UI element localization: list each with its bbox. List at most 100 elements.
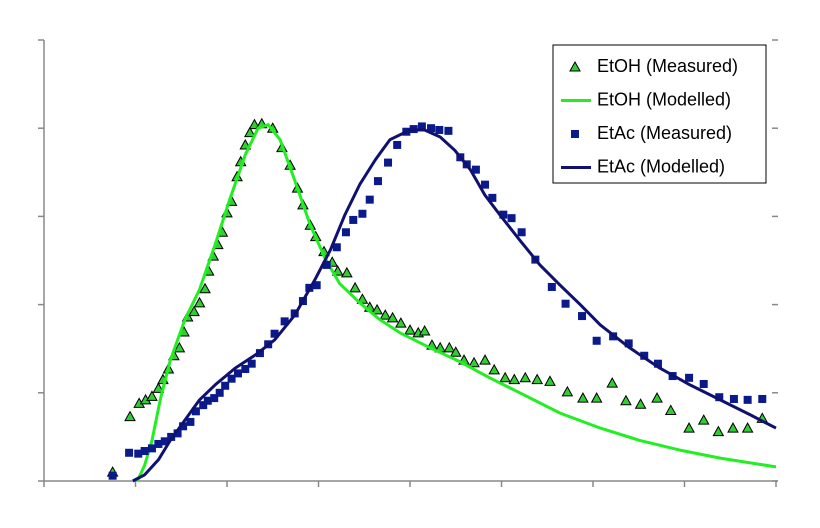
triangle-marker <box>248 118 261 130</box>
triangle-marker <box>418 325 431 336</box>
triangle-marker <box>569 60 581 72</box>
square-marker <box>173 429 182 438</box>
triangle-marker <box>173 341 186 353</box>
square-marker <box>125 448 134 457</box>
square-marker <box>685 373 694 382</box>
square-marker <box>699 379 708 388</box>
triangle-marker <box>488 363 501 375</box>
square-marker <box>427 124 436 133</box>
square-marker <box>154 439 163 448</box>
triangle-marker <box>727 422 739 433</box>
square-marker <box>517 228 526 237</box>
square-marker <box>280 317 289 326</box>
square-marker <box>199 401 208 410</box>
square-marker <box>215 388 224 397</box>
triangle-marker <box>386 311 399 323</box>
legend-label: EtAc (Modelled) <box>597 156 725 176</box>
legend-label: EtOH (Modelled) <box>597 89 731 109</box>
square-marker <box>147 444 156 453</box>
triangle-marker <box>664 404 677 415</box>
square-marker <box>160 437 169 446</box>
triangle-marker <box>349 281 361 293</box>
triangle-marker <box>341 266 353 278</box>
square-marker <box>227 374 236 383</box>
triangle-marker <box>590 392 603 403</box>
triangle-marker <box>606 377 619 388</box>
triangle-marker <box>468 356 480 368</box>
square-marker <box>247 359 256 368</box>
triangle-marker <box>146 390 158 401</box>
square-marker <box>341 228 350 237</box>
triangle-marker <box>531 373 544 385</box>
square-marker <box>624 339 633 348</box>
square-marker <box>221 381 230 390</box>
square-marker <box>179 422 188 431</box>
square-marker <box>640 351 649 360</box>
triangle-marker <box>499 371 512 383</box>
square-marker <box>349 215 358 224</box>
square-marker <box>134 449 143 458</box>
square-marker <box>312 281 321 290</box>
triangle-marker <box>651 392 663 403</box>
square-marker <box>358 209 367 218</box>
square-marker <box>270 329 279 338</box>
square-marker <box>488 193 497 202</box>
square-marker <box>233 369 242 378</box>
triangle-marker <box>244 126 256 138</box>
legend-box <box>552 44 767 184</box>
triangle-marker <box>620 394 632 406</box>
triangle-marker <box>188 305 200 317</box>
triangle-marker <box>561 385 574 397</box>
triangle-marker <box>683 422 695 433</box>
triangle-marker <box>443 341 456 353</box>
triangle-marker <box>741 422 754 433</box>
square-marker <box>743 395 752 404</box>
triangle-marker <box>193 296 206 308</box>
square-marker <box>571 130 579 138</box>
triangle-marker <box>331 265 344 276</box>
square-marker <box>561 299 570 308</box>
square-marker <box>393 140 402 149</box>
square-marker <box>191 407 200 416</box>
square-marker <box>210 394 219 403</box>
triangle-marker <box>379 309 392 320</box>
triangle-marker <box>634 398 647 409</box>
square-marker <box>481 180 490 189</box>
triangle-marker <box>404 324 416 335</box>
square-marker <box>186 417 195 426</box>
square-marker <box>471 165 480 174</box>
legend-label: EtOH (Measured) <box>597 56 738 76</box>
triangle-marker <box>508 373 521 385</box>
square-marker <box>384 158 393 167</box>
legend-label: EtAc (Measured) <box>597 123 732 143</box>
square-marker <box>435 125 444 134</box>
square-marker <box>592 336 601 345</box>
square-marker <box>578 312 587 321</box>
square-marker <box>365 195 374 204</box>
model-line <box>135 123 777 482</box>
square-marker <box>499 210 508 219</box>
triangle-marker <box>124 410 136 422</box>
triangle-marker <box>712 425 725 437</box>
square-marker <box>108 471 117 480</box>
square-marker <box>140 447 149 456</box>
triangle-marker <box>544 375 556 386</box>
square-marker <box>653 359 662 368</box>
triangle-marker <box>697 414 710 425</box>
square-marker <box>715 393 724 402</box>
triangle-marker <box>395 317 407 328</box>
triangle-marker <box>577 392 589 403</box>
square-marker <box>444 126 453 135</box>
square-marker <box>241 364 250 373</box>
square-marker <box>729 394 738 403</box>
square-marker <box>203 396 212 405</box>
square-marker <box>322 260 331 269</box>
triangle-marker <box>519 371 532 383</box>
triangle-marker <box>371 303 383 315</box>
square-marker <box>547 282 556 291</box>
model-line <box>132 128 777 483</box>
triangle-marker <box>479 354 491 365</box>
square-marker <box>417 122 426 131</box>
square-marker <box>507 214 516 223</box>
